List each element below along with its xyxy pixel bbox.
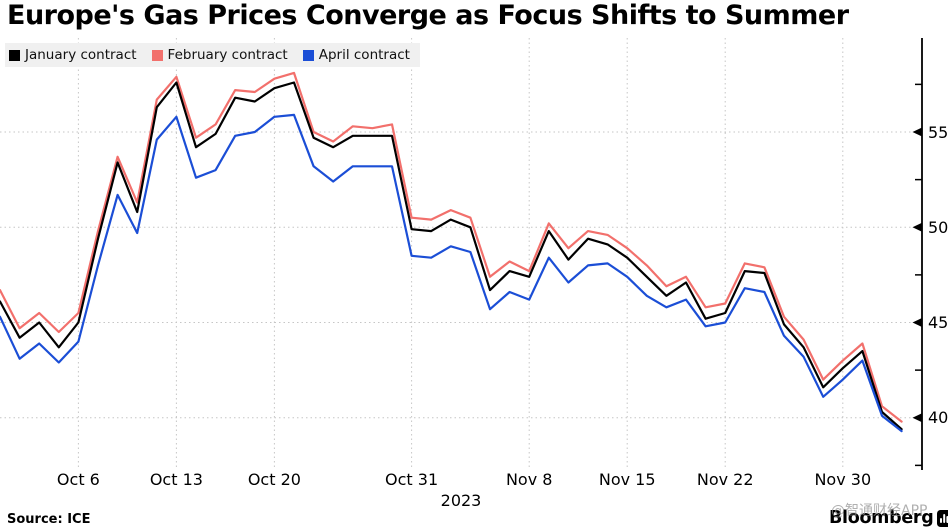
x-tick-label: Nov 8 — [505, 470, 553, 489]
y-major-tick — [912, 318, 922, 327]
january-swatch-icon — [9, 49, 20, 61]
x-tick-label: Oct 13 — [149, 470, 203, 489]
x-tick-label: Oct 6 — [56, 470, 100, 489]
y-tick-label: 50 — [928, 217, 948, 237]
legend-label-february: February contract — [167, 47, 288, 63]
chart-title: Europe's Gas Prices Converge as Focus Sh… — [7, 0, 849, 31]
series-february — [0, 71, 903, 423]
y-tick-label: 40 — [928, 408, 948, 428]
y-major-tick — [912, 127, 922, 137]
x-tick-label: Nov 30 — [814, 470, 872, 489]
y-major-tick — [912, 222, 922, 232]
bloomberg-brand: Bloomberg — [829, 508, 948, 528]
legend-label-january: January contract — [25, 47, 137, 63]
bloomberg-wordmark: Bloomberg — [829, 508, 934, 528]
y-tick-label: 55 — [928, 122, 948, 142]
series-january — [0, 81, 903, 431]
legend-item-april: April contract — [302, 47, 410, 63]
april-swatch-icon — [302, 49, 314, 61]
source-note: Source: ICE — [7, 512, 91, 527]
y-major-tick — [912, 413, 922, 423]
x-tick-label: Nov 15 — [598, 470, 656, 489]
x-tick-label: Nov 22 — [696, 470, 754, 489]
legend-label-april: April contract — [318, 47, 410, 63]
x-tick-label: Oct 20 — [247, 470, 301, 489]
x-tick-label: Oct 31 — [385, 470, 439, 489]
february-swatch-icon — [151, 49, 163, 61]
legend-item-february: February contract — [151, 47, 288, 63]
legend: January contract February contract April… — [5, 43, 420, 67]
x-axis-year-label: 2023 — [440, 491, 482, 510]
series-april — [0, 113, 903, 433]
y-tick-label: 45 — [928, 313, 948, 332]
bar-chart-icon — [937, 509, 948, 527]
legend-item-january: January contract — [9, 47, 137, 63]
